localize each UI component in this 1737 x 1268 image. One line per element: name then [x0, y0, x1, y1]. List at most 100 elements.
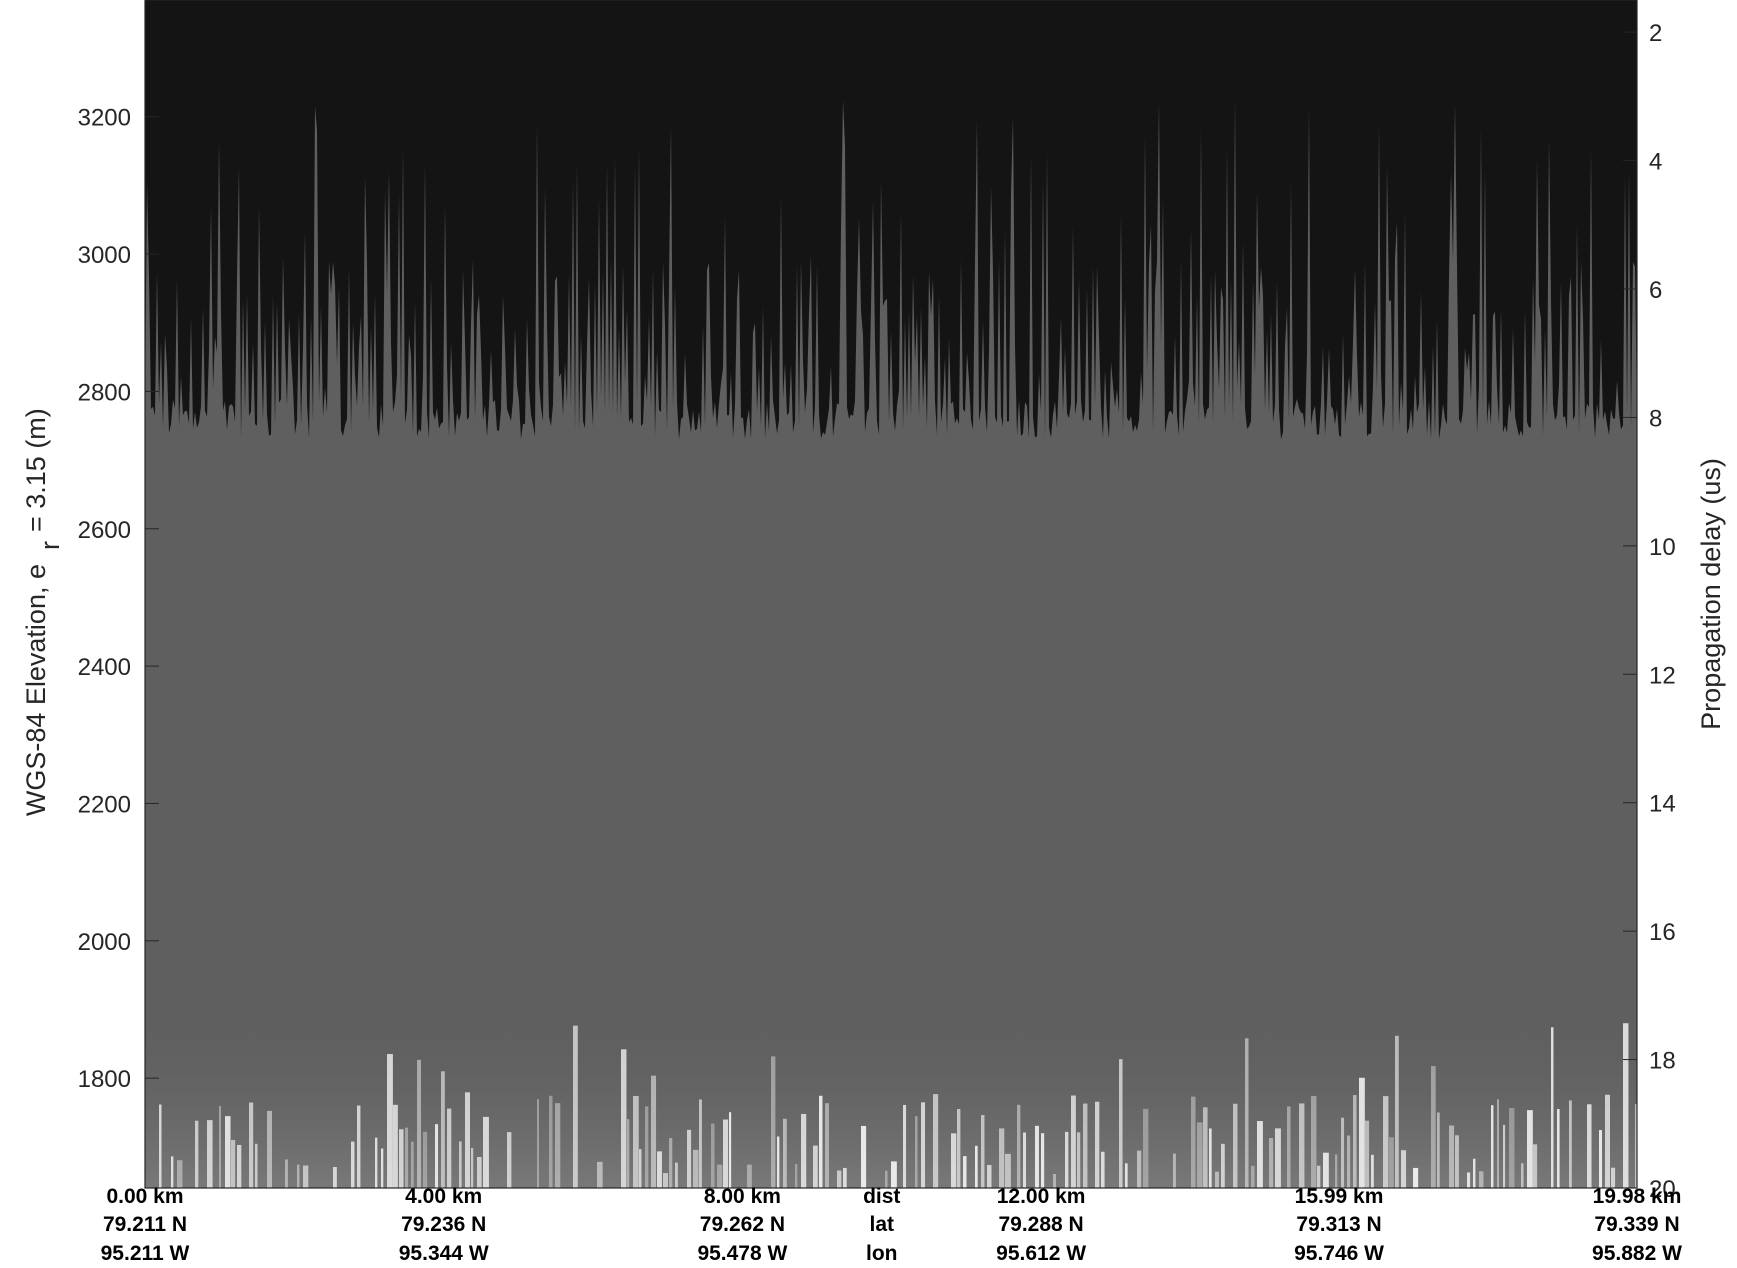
- bright-return-streak: [1251, 1165, 1255, 1188]
- bright-return-streak: [729, 1112, 732, 1188]
- x-tick-lat-label: 79.339 N: [1594, 1213, 1679, 1236]
- bright-return-streak: [471, 1147, 474, 1188]
- right-axis-ticks: 2 4 6 8 10 12 14 16 18 20: [1623, 20, 1676, 1203]
- bright-return-streak: [555, 1103, 561, 1188]
- x-tick-dist-label: 4.00 km: [405, 1185, 482, 1208]
- bright-return-streak: [417, 1059, 422, 1188]
- bright-return-streak: [777, 1136, 780, 1188]
- bright-return-streak: [1065, 1131, 1069, 1188]
- bright-return-streak: [1359, 1077, 1365, 1188]
- right-tick-label: 2: [1649, 20, 1662, 47]
- x-tick-lat-label: 79.313 N: [1296, 1213, 1381, 1236]
- bright-return-streak: [507, 1132, 512, 1188]
- bright-return-streak: [657, 1151, 662, 1188]
- bright-return-streak: [651, 1075, 657, 1188]
- bright-return-streak: [1587, 1104, 1592, 1188]
- bright-return-streak: [921, 1102, 926, 1188]
- bright-return-streak: [843, 1167, 847, 1188]
- bright-return-streak: [1599, 1130, 1603, 1188]
- echogram-plot-area: [145, 0, 1637, 1188]
- bright-return-streak: [477, 1156, 482, 1188]
- bright-return-streak: [1371, 1154, 1374, 1188]
- bright-return-streak: [1341, 1117, 1345, 1188]
- left-axis-label: WGS-84 Elevation, e r = 3.15 (m): [21, 408, 65, 816]
- bright-return-streak: [951, 1133, 957, 1188]
- bright-return-streak: [441, 1071, 445, 1188]
- x-tick-lon-label: 95.211 W: [101, 1242, 190, 1265]
- bright-return-streak: [171, 1156, 174, 1188]
- left-tick-label: 2200: [78, 791, 131, 818]
- bright-return-streak: [1125, 1163, 1128, 1188]
- bright-return-streak: [1053, 1174, 1057, 1188]
- x-tick-lat-label: 79.288 N: [998, 1213, 1083, 1236]
- bright-return-streak: [1503, 1124, 1506, 1188]
- bright-return-streak: [903, 1104, 907, 1188]
- bright-return-streak: [669, 1138, 673, 1188]
- right-tick-label: 20: [1649, 1176, 1676, 1203]
- bright-return-streak: [537, 1099, 540, 1188]
- bright-return-streak: [1215, 1171, 1219, 1188]
- bright-return-streak: [1623, 1023, 1629, 1188]
- bright-return-streak: [1383, 1096, 1389, 1188]
- bright-return-streak: [381, 1148, 384, 1188]
- bright-return-streak: [813, 1145, 818, 1188]
- bright-return-streak: [639, 1149, 642, 1188]
- bright-return-streak: [1221, 1143, 1225, 1188]
- bright-return-streak: [231, 1139, 236, 1188]
- left-axis-label-subscript: r: [35, 541, 65, 550]
- bright-return-streak: [975, 1145, 978, 1188]
- bright-return-streak: [1143, 1108, 1149, 1188]
- left-axis-ticks: 1800 2000 2200 2400 2600 2800 3000 3200: [78, 105, 159, 1093]
- bright-return-streak: [1317, 1165, 1321, 1188]
- bright-return-streak: [351, 1141, 355, 1188]
- bright-return-streak: [1119, 1059, 1123, 1188]
- bright-return-streak: [957, 1108, 961, 1188]
- bright-return-streak: [1527, 1110, 1533, 1188]
- bright-return-streak: [717, 1164, 723, 1188]
- bright-return-streak: [1275, 1128, 1281, 1188]
- bright-return-streak: [333, 1167, 337, 1188]
- x-row-label: lat: [869, 1213, 894, 1236]
- bright-return-streak: [1083, 1103, 1088, 1188]
- bright-return-streak: [573, 1025, 578, 1188]
- left-tick-label: 2600: [78, 517, 131, 544]
- bright-return-streak: [1353, 1095, 1357, 1188]
- bright-return-streak: [1203, 1107, 1208, 1188]
- bright-return-streak: [405, 1127, 409, 1188]
- x-tick-lat-label: 79.211 N: [103, 1213, 187, 1236]
- right-tick-label: 18: [1649, 1048, 1676, 1075]
- x-tick-dist-label: 12.00 km: [997, 1185, 1086, 1208]
- bright-return-streak: [297, 1164, 300, 1188]
- right-tick-label: 10: [1649, 534, 1676, 561]
- bright-return-streak: [963, 1156, 967, 1188]
- bright-return-streak: [1017, 1104, 1021, 1188]
- bright-return-streak: [1635, 1104, 1637, 1188]
- bright-return-streak: [237, 1144, 242, 1188]
- bright-return-streak: [159, 1104, 162, 1188]
- x-tick-lon-label: 95.478 W: [697, 1242, 787, 1265]
- bright-return-streak: [819, 1095, 823, 1188]
- bright-return-streak: [627, 1119, 630, 1188]
- left-tick-label: 2800: [78, 379, 131, 406]
- bright-return-streak: [1035, 1125, 1039, 1188]
- bright-return-streak: [1287, 1106, 1291, 1188]
- bright-return-streak: [795, 1163, 798, 1188]
- bright-return-streak: [1611, 1167, 1616, 1188]
- x-tick-lon-label: 95.612 W: [996, 1242, 1086, 1265]
- bright-return-streak: [219, 1105, 222, 1188]
- bright-return-streak: [267, 1110, 273, 1188]
- bright-return-streak: [207, 1120, 213, 1188]
- bright-return-streak: [981, 1115, 985, 1188]
- bright-return-streak: [1497, 1099, 1500, 1188]
- bright-return-streak: [1413, 1167, 1419, 1188]
- bright-return-streak: [1395, 1035, 1399, 1188]
- bright-return-streak: [1557, 1109, 1560, 1188]
- x-tick-dist-label: 8.00 km: [704, 1185, 781, 1208]
- bright-return-streak: [801, 1113, 807, 1188]
- bright-return-streak: [825, 1103, 829, 1188]
- bright-return-streak: [771, 1056, 776, 1188]
- bright-return-streak: [225, 1116, 231, 1188]
- bright-return-streak: [1605, 1094, 1611, 1188]
- bright-return-streak: [1347, 1135, 1351, 1188]
